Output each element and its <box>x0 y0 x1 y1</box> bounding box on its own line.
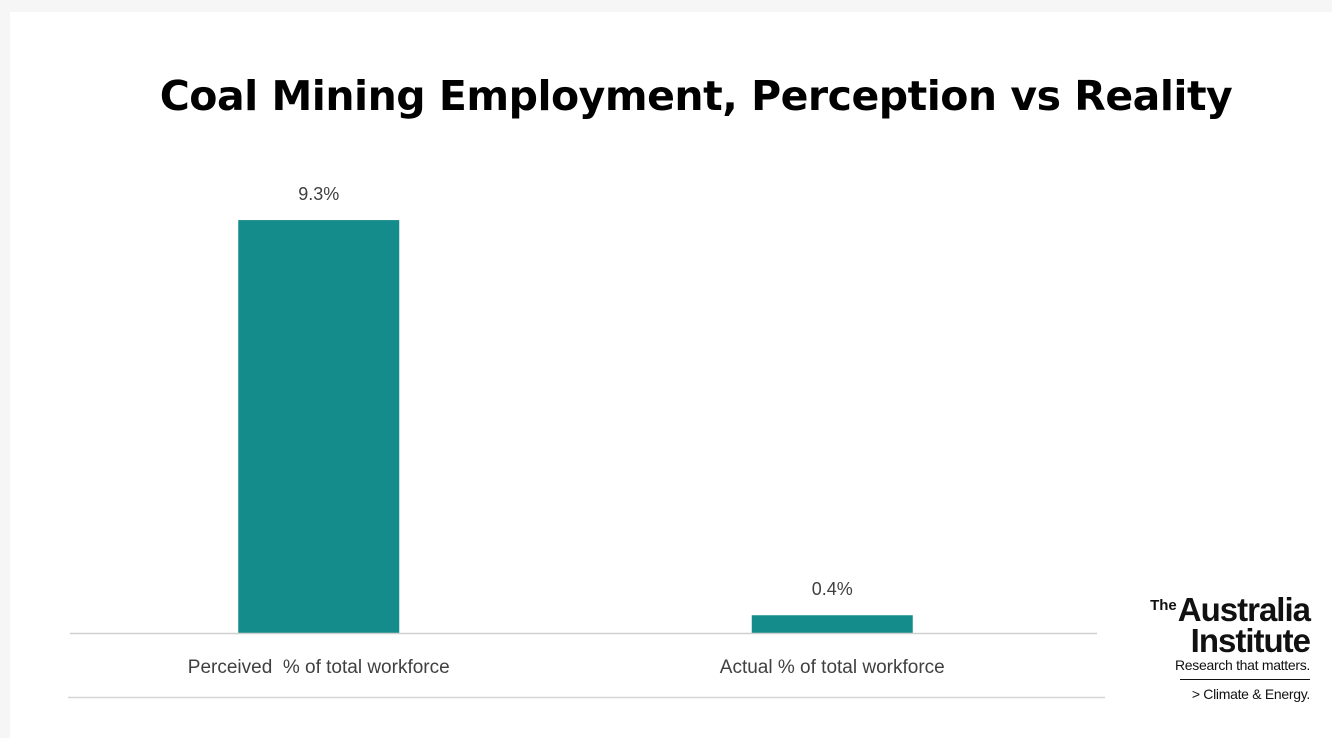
data-label-1: 9.3% <box>298 184 339 204</box>
logo-tagline: Research that matters. <box>1174 657 1310 673</box>
bar-2 <box>751 615 913 633</box>
logo-program: > Climate & Energy. <box>1191 686 1310 702</box>
logo-line-1: TheAustralia <box>1150 590 1311 628</box>
australia-institute-logo: TheAustralia Institute Research that mat… <box>1150 590 1311 703</box>
x-tick-label-1: Perceived % of total workforce <box>188 657 450 678</box>
logo-divider <box>1180 679 1310 680</box>
chart-title: Coal Mining Employment, Perception vs Re… <box>159 72 1233 120</box>
bar-1 <box>238 220 400 633</box>
x-tick-label-2: Actual % of total workforce <box>720 657 945 678</box>
logo-institute: Institute <box>1190 622 1311 659</box>
data-label-2: 0.4% <box>812 579 853 599</box>
chart-card <box>10 12 1332 738</box>
logo-australia: Australia <box>1177 591 1311 628</box>
logo-the: The <box>1150 597 1177 614</box>
